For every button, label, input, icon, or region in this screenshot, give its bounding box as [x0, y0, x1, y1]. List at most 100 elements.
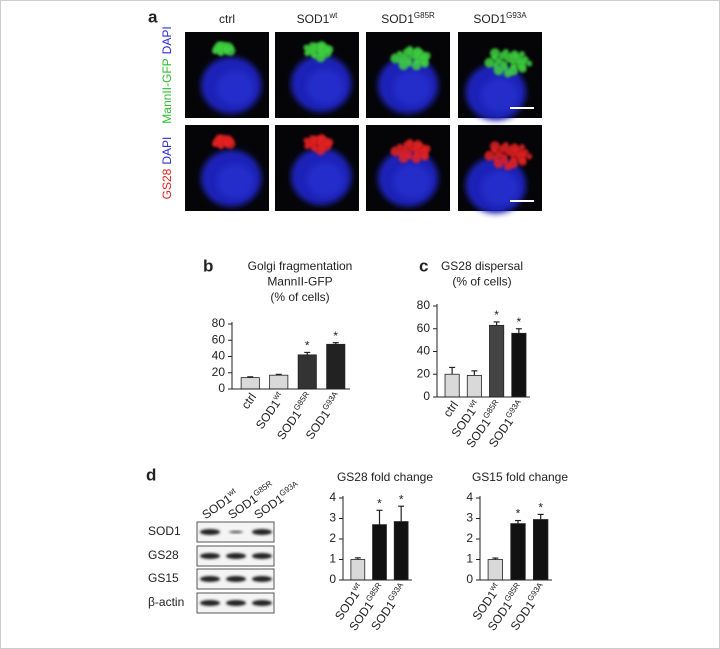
blot-row-label: GS15	[148, 571, 179, 585]
golgi-spot	[304, 143, 311, 150]
x-tick-label-sup: G93A	[503, 397, 522, 419]
column-header: SOD1wt	[297, 11, 338, 27]
column-header: SOD1G85R	[381, 11, 435, 27]
column-header-base: SOD1	[473, 12, 506, 26]
golgi-spot	[518, 144, 525, 151]
bar	[511, 332, 527, 398]
y-tick-label: 1	[466, 552, 473, 566]
y-tick-label: 1	[329, 552, 336, 566]
band	[200, 576, 220, 582]
column-header: SOD1G93A	[473, 11, 527, 27]
y-tick-label: 0	[329, 572, 336, 586]
bar	[350, 559, 366, 581]
bar	[297, 354, 317, 390]
golgi-spot	[218, 143, 225, 150]
golgi-spot	[493, 65, 504, 76]
band	[252, 553, 272, 559]
golgi-spot	[303, 44, 310, 51]
golgi-spot	[502, 48, 509, 55]
column-header: ctrl	[219, 12, 235, 26]
band	[200, 600, 220, 606]
golgi-spot	[420, 152, 429, 161]
band	[226, 600, 246, 606]
golgi-spot	[510, 143, 519, 152]
golgi-spot	[304, 50, 311, 57]
x-tick-label-sup: G93A	[320, 389, 339, 411]
band	[226, 576, 246, 582]
row-label-part: MannII-GFP	[160, 58, 174, 123]
x-tick-label-sup: G93A	[386, 580, 405, 602]
x-tick-label-sup: G85R	[364, 580, 383, 602]
golgi-spot	[484, 150, 495, 161]
row-label-part: DAPI	[160, 26, 174, 54]
golgi-spot	[411, 153, 422, 164]
axis	[479, 496, 552, 581]
golgi-spot	[484, 57, 495, 68]
y-tick-label: 20	[212, 365, 226, 379]
chart-title: (% of cells)	[452, 275, 511, 289]
significance: *	[538, 501, 543, 515]
row-label: MannII-GFP DAPI	[160, 26, 174, 123]
golgi-spot	[225, 138, 236, 149]
x-tick-label-sup: G93A	[525, 580, 544, 602]
golgi-spot	[518, 51, 525, 58]
y-tick-label: 2	[466, 531, 473, 545]
golgi-spot	[390, 146, 401, 157]
bar	[444, 373, 460, 398]
x-tick-label-base: SOD1	[368, 598, 398, 633]
row-label: GS28 DAPI	[160, 137, 174, 200]
y-tick-label: 4	[329, 490, 336, 504]
nucleus-core	[481, 78, 519, 113]
y-tick-label: 4	[466, 490, 473, 504]
golgi-spot	[215, 134, 224, 143]
x-tick-label: ctrl	[441, 399, 462, 420]
lane-label-sup: G93A	[277, 478, 299, 497]
y-tick-label: 40	[417, 344, 431, 358]
x-tick-label-base: SOD1	[274, 407, 304, 442]
y-tick-label: 3	[466, 511, 473, 525]
panel-label: c	[419, 256, 428, 275]
golgi-spot	[489, 141, 500, 152]
golgi-spot	[308, 135, 317, 144]
panel-label: a	[148, 7, 158, 26]
band	[252, 576, 272, 582]
axis	[231, 322, 350, 390]
golgi-spot	[315, 145, 326, 156]
x-tick-label-sup: G85R	[481, 397, 500, 419]
golgi-spot	[518, 64, 527, 73]
golgi-spot	[325, 45, 334, 54]
blot-row-label: β-actin	[148, 595, 184, 609]
significance: *	[333, 329, 338, 343]
nucleus-core	[393, 71, 431, 106]
column-header-base: ctrl	[219, 12, 235, 26]
golgi-spot	[526, 153, 533, 160]
bar	[466, 374, 482, 398]
significance: *	[305, 339, 310, 353]
golgi-spot	[502, 141, 509, 148]
blot-row-label: GS28	[148, 548, 179, 562]
golgi-spot	[422, 144, 431, 153]
y-tick-label: 0	[218, 381, 225, 395]
golgi-spot	[317, 41, 326, 50]
x-tick-label-base: SOD1	[486, 415, 516, 450]
bar	[269, 374, 289, 390]
band	[200, 553, 220, 559]
column-header-base: SOD1	[381, 12, 414, 26]
x-tick-label-base: SOD1	[508, 598, 538, 633]
significance: *	[517, 315, 522, 329]
bar	[372, 524, 387, 581]
bar	[489, 324, 505, 398]
x-tick-label-base: SOD1	[303, 407, 333, 442]
golgi-spot	[212, 48, 219, 55]
x-tick-label: ctrl	[239, 391, 260, 412]
x-tick-label-base: ctrl	[239, 391, 260, 412]
bar	[326, 343, 346, 390]
column-header-sup: wt	[328, 11, 338, 20]
y-tick-label: 60	[417, 321, 431, 335]
column-header-base: SOD1	[297, 12, 330, 26]
panel-label: d	[146, 465, 156, 484]
x-tick-label-sup: G85R	[502, 580, 521, 602]
bar	[393, 521, 409, 581]
y-tick-label: 60	[212, 332, 226, 346]
